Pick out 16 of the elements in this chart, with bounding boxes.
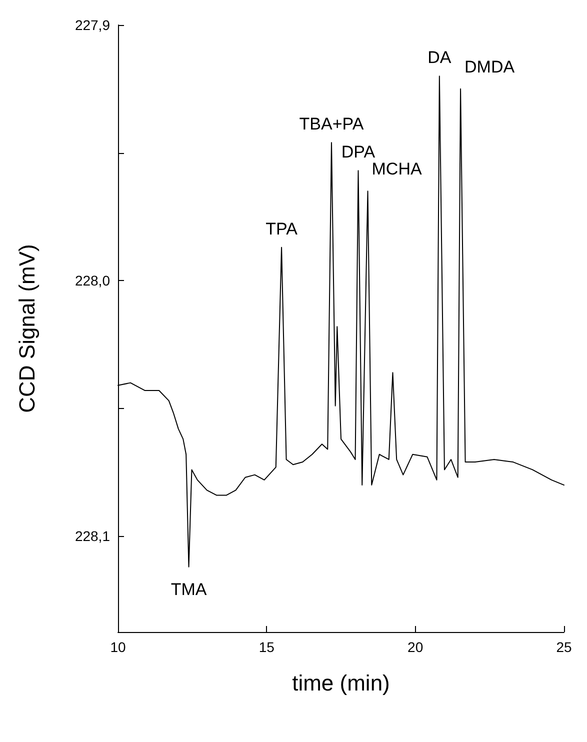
annotation: DA [428, 48, 452, 68]
x-tick-label: 10 [110, 639, 126, 655]
y-tick-label: 228,1 [74, 528, 110, 544]
y-axis-title: CCD Signal (mV) [14, 244, 40, 413]
annotation: TMA [170, 580, 208, 599]
annotation: TPA [266, 219, 298, 238]
x-axis-title: time (min) [292, 670, 390, 696]
y-tick-label: 228,0 [74, 272, 110, 289]
annotation: DPA [341, 142, 376, 162]
annotation: DMDA [464, 57, 516, 76]
x-tick-label: 25 [556, 639, 572, 655]
annotation: MCHA [372, 160, 422, 179]
y-tick-label: 227,9 [74, 17, 110, 33]
annotation: TBA+PA [299, 114, 364, 134]
x-tick-label: 20 [408, 639, 424, 655]
x-tick-label: 15 [258, 639, 275, 655]
